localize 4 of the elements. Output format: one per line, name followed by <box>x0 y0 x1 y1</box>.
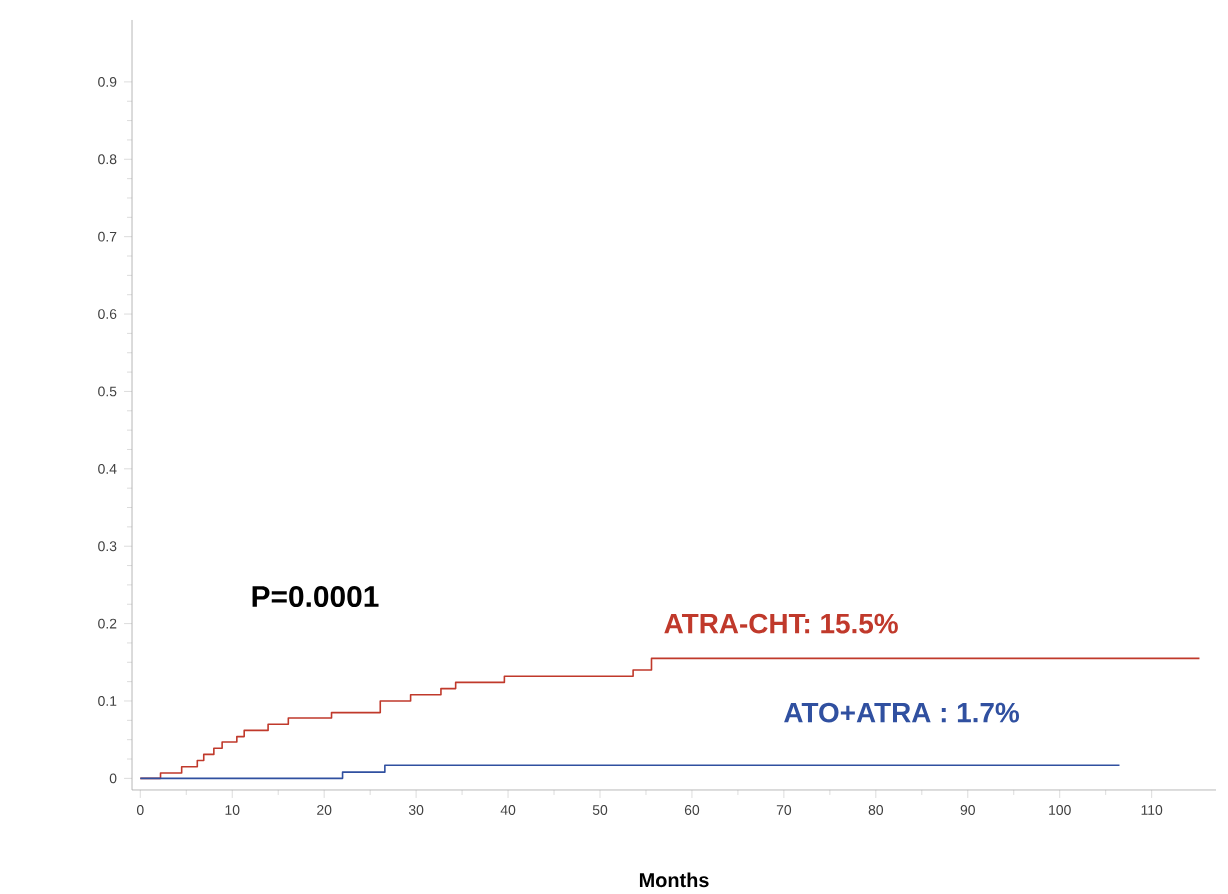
x-axis-title: Months <box>639 872 709 888</box>
series-label: ATRA-CHT: 15.5% <box>664 613 898 634</box>
series-label: ATO+ATRA : 1.7% <box>784 702 1019 723</box>
annotation: P=0.0001 <box>252 585 379 608</box>
